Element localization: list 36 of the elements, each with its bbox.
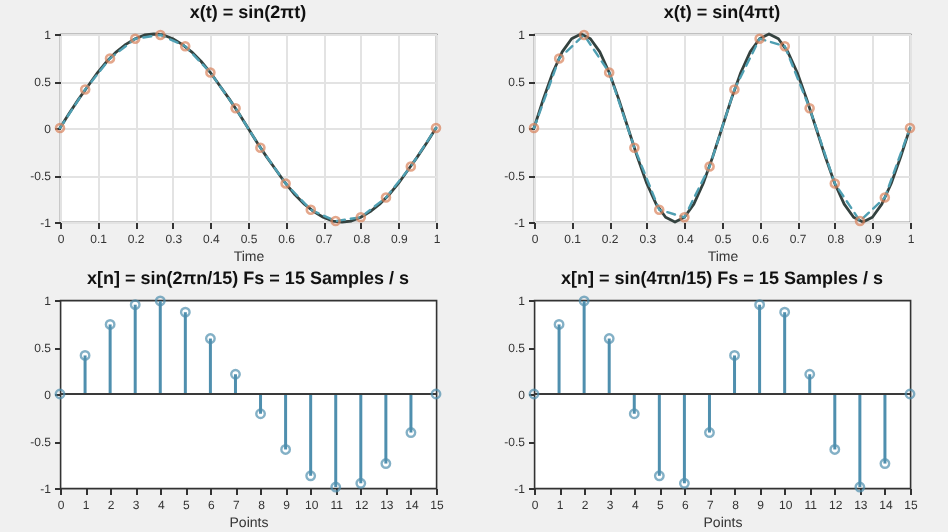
point (305, 204, 317, 216)
chart-title: x(t) = sin(4πt) (663, 1, 781, 22)
point (629, 142, 640, 154)
point (879, 192, 891, 203)
point (578, 29, 590, 41)
point (255, 142, 266, 154)
point (804, 102, 815, 114)
point (854, 215, 866, 227)
point (280, 178, 291, 189)
point (355, 212, 367, 223)
point (729, 84, 740, 95)
point (603, 67, 615, 78)
point (79, 84, 91, 95)
point (104, 53, 116, 64)
point (754, 33, 765, 44)
point (54, 122, 66, 134)
point (528, 122, 540, 134)
point (704, 161, 715, 172)
point (405, 161, 417, 172)
chart-title: x[n] = sin(4πn/15) Fs = 15 Samples / s (561, 267, 883, 288)
point (129, 33, 141, 44)
point (553, 53, 565, 64)
point (829, 178, 841, 189)
chart-title: x(t) = sin(2πt) (189, 1, 307, 22)
point (679, 212, 690, 223)
point (904, 122, 916, 134)
chart-title: x[n] = sin(2πn/15) Fs = 15 Samples / s (87, 267, 409, 288)
point (430, 122, 442, 134)
point (205, 67, 216, 78)
point (155, 29, 166, 41)
point (380, 192, 392, 203)
point (179, 40, 191, 52)
point (653, 204, 665, 216)
point (330, 215, 341, 227)
point (779, 40, 791, 52)
point (230, 102, 241, 114)
